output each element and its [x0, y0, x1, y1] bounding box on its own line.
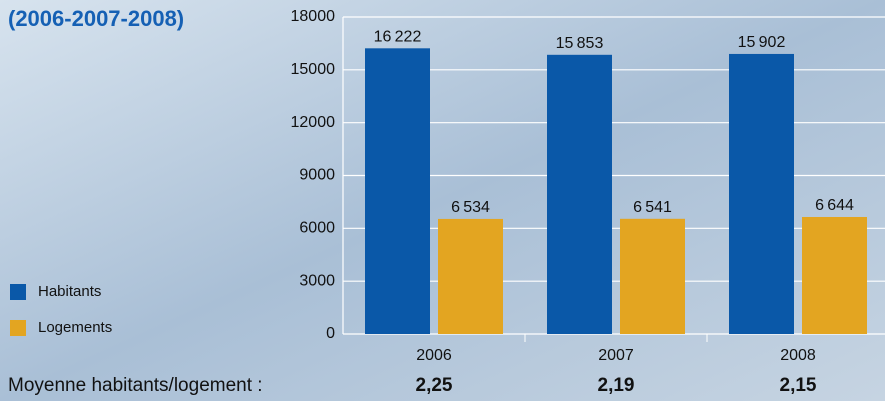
y-tick-label: 15000 — [291, 61, 336, 78]
footer-value: 2,19 — [598, 375, 635, 396]
legend-label: Habitants — [38, 283, 101, 300]
y-tick-label: 3000 — [299, 272, 335, 289]
legend-label: Logements — [38, 319, 112, 336]
value-label: 6 644 — [815, 197, 854, 214]
y-tick-label: 9000 — [299, 167, 335, 184]
bar — [438, 218, 503, 334]
x-tick-label: 2007 — [598, 347, 634, 364]
chart-title: (2006-2007-2008) — [8, 6, 184, 31]
y-tick-label: 6000 — [299, 220, 335, 237]
value-label: 15 902 — [738, 34, 786, 51]
bar — [802, 216, 867, 334]
footer-label: Moyenne habitants/logement : — [8, 375, 263, 396]
y-tick-label: 12000 — [291, 114, 336, 131]
footer-value: 2,15 — [780, 375, 817, 396]
legend-swatch — [10, 320, 26, 336]
value-label: 6 534 — [451, 199, 490, 216]
bar — [729, 53, 794, 334]
bar — [365, 48, 430, 334]
value-label: 15 853 — [556, 35, 604, 52]
x-tick-label: 2006 — [416, 347, 452, 364]
bar — [547, 54, 612, 334]
legend-swatch — [10, 284, 26, 300]
bar — [620, 218, 685, 334]
y-tick-label: 18000 — [291, 8, 336, 25]
y-tick-label: 0 — [326, 325, 335, 342]
footer-value: 2,25 — [416, 375, 453, 396]
value-label: 16 222 — [374, 29, 422, 46]
value-label: 6 541 — [633, 199, 672, 216]
x-tick-label: 2008 — [780, 347, 816, 364]
